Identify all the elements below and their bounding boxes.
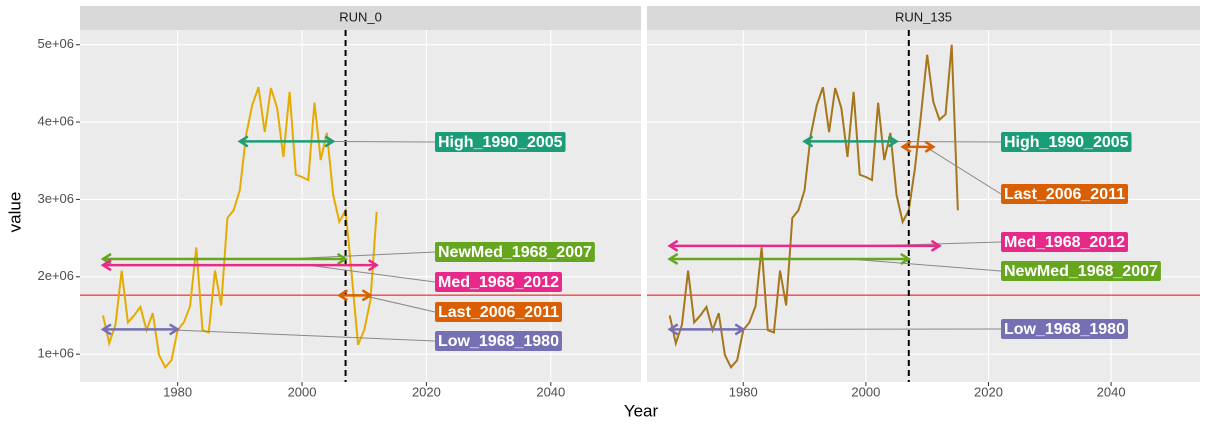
period-label: Med_1968_2012	[1004, 234, 1125, 251]
connector	[362, 294, 436, 313]
arrow-head	[667, 239, 679, 252]
period-label: Last_2006_2011	[1004, 186, 1125, 203]
arrow-head	[924, 140, 936, 153]
arrow-head	[324, 135, 336, 148]
data-line	[102, 86, 378, 370]
strip	[647, 6, 1200, 30]
y-tick-label: 3e+06	[37, 191, 74, 206]
arrow-head	[361, 289, 373, 302]
y-tick-label: 4e+06	[37, 113, 74, 128]
arrow-head	[336, 289, 349, 302]
arrow-head	[100, 259, 112, 272]
period-label: NewMed_1968_2007	[438, 244, 592, 261]
period-label: Low_1968_1980	[1004, 321, 1125, 338]
x-tick-label: 2040	[536, 384, 565, 399]
period-label: Med_1968_2012	[438, 274, 559, 291]
period-label: Last_2006_2011	[438, 304, 559, 321]
period-label-box	[1001, 184, 1128, 204]
x-axis-title: Year	[624, 401, 659, 420]
period-label-box	[435, 272, 562, 292]
arrow-head	[900, 140, 912, 153]
period-label: High_1990_2005	[1004, 134, 1129, 151]
period-label: Low_1968_1980	[438, 333, 559, 350]
period-label-box	[1001, 232, 1128, 252]
period-label-box	[435, 242, 595, 262]
period-label-box	[1001, 319, 1128, 339]
period-label: High_1990_2005	[438, 134, 563, 151]
period-label-box	[435, 132, 566, 152]
x-tick-label: 1980	[163, 384, 192, 399]
y-tick-label: 2e+06	[37, 268, 74, 283]
connector	[308, 264, 436, 283]
panel-background	[80, 30, 641, 382]
y-tick-label: 1e+06	[37, 346, 74, 361]
period-label-box	[1001, 132, 1132, 152]
data-line	[668, 44, 959, 370]
x-tick-label: 2000	[851, 384, 880, 399]
period-label: NewMed_1968_2007	[1004, 263, 1158, 280]
y-axis-title: value	[5, 192, 24, 233]
strip	[80, 6, 641, 30]
arrow-head	[168, 323, 181, 336]
arrow-head	[336, 252, 348, 266]
arrow-head	[667, 252, 679, 266]
arrow-head	[900, 252, 912, 266]
x-tick-label: 2040	[1097, 384, 1126, 399]
arrow-head	[667, 323, 679, 336]
x-tick-label: 2020	[412, 384, 441, 399]
x-tick-label: 2000	[288, 384, 317, 399]
y-tick-label: 5e+06	[37, 36, 74, 51]
period-label-box	[435, 302, 562, 322]
arrow-head	[237, 135, 249, 148]
arrow-head	[368, 259, 380, 272]
connector	[925, 146, 1002, 195]
arrow-head	[887, 135, 899, 148]
connector	[158, 328, 436, 342]
x-tick-label: 1980	[729, 384, 758, 399]
arrow-head	[100, 323, 112, 336]
connector	[848, 258, 1002, 272]
x-tick-label: 2020	[974, 384, 1003, 399]
strip-title: RUN_135	[895, 9, 952, 24]
strip-title: RUN_0	[339, 9, 382, 24]
period-label-box	[435, 331, 562, 351]
arrow-head	[802, 135, 814, 148]
period-label-box	[1001, 261, 1161, 281]
arrow-head	[734, 323, 746, 336]
arrow-head	[930, 239, 942, 252]
